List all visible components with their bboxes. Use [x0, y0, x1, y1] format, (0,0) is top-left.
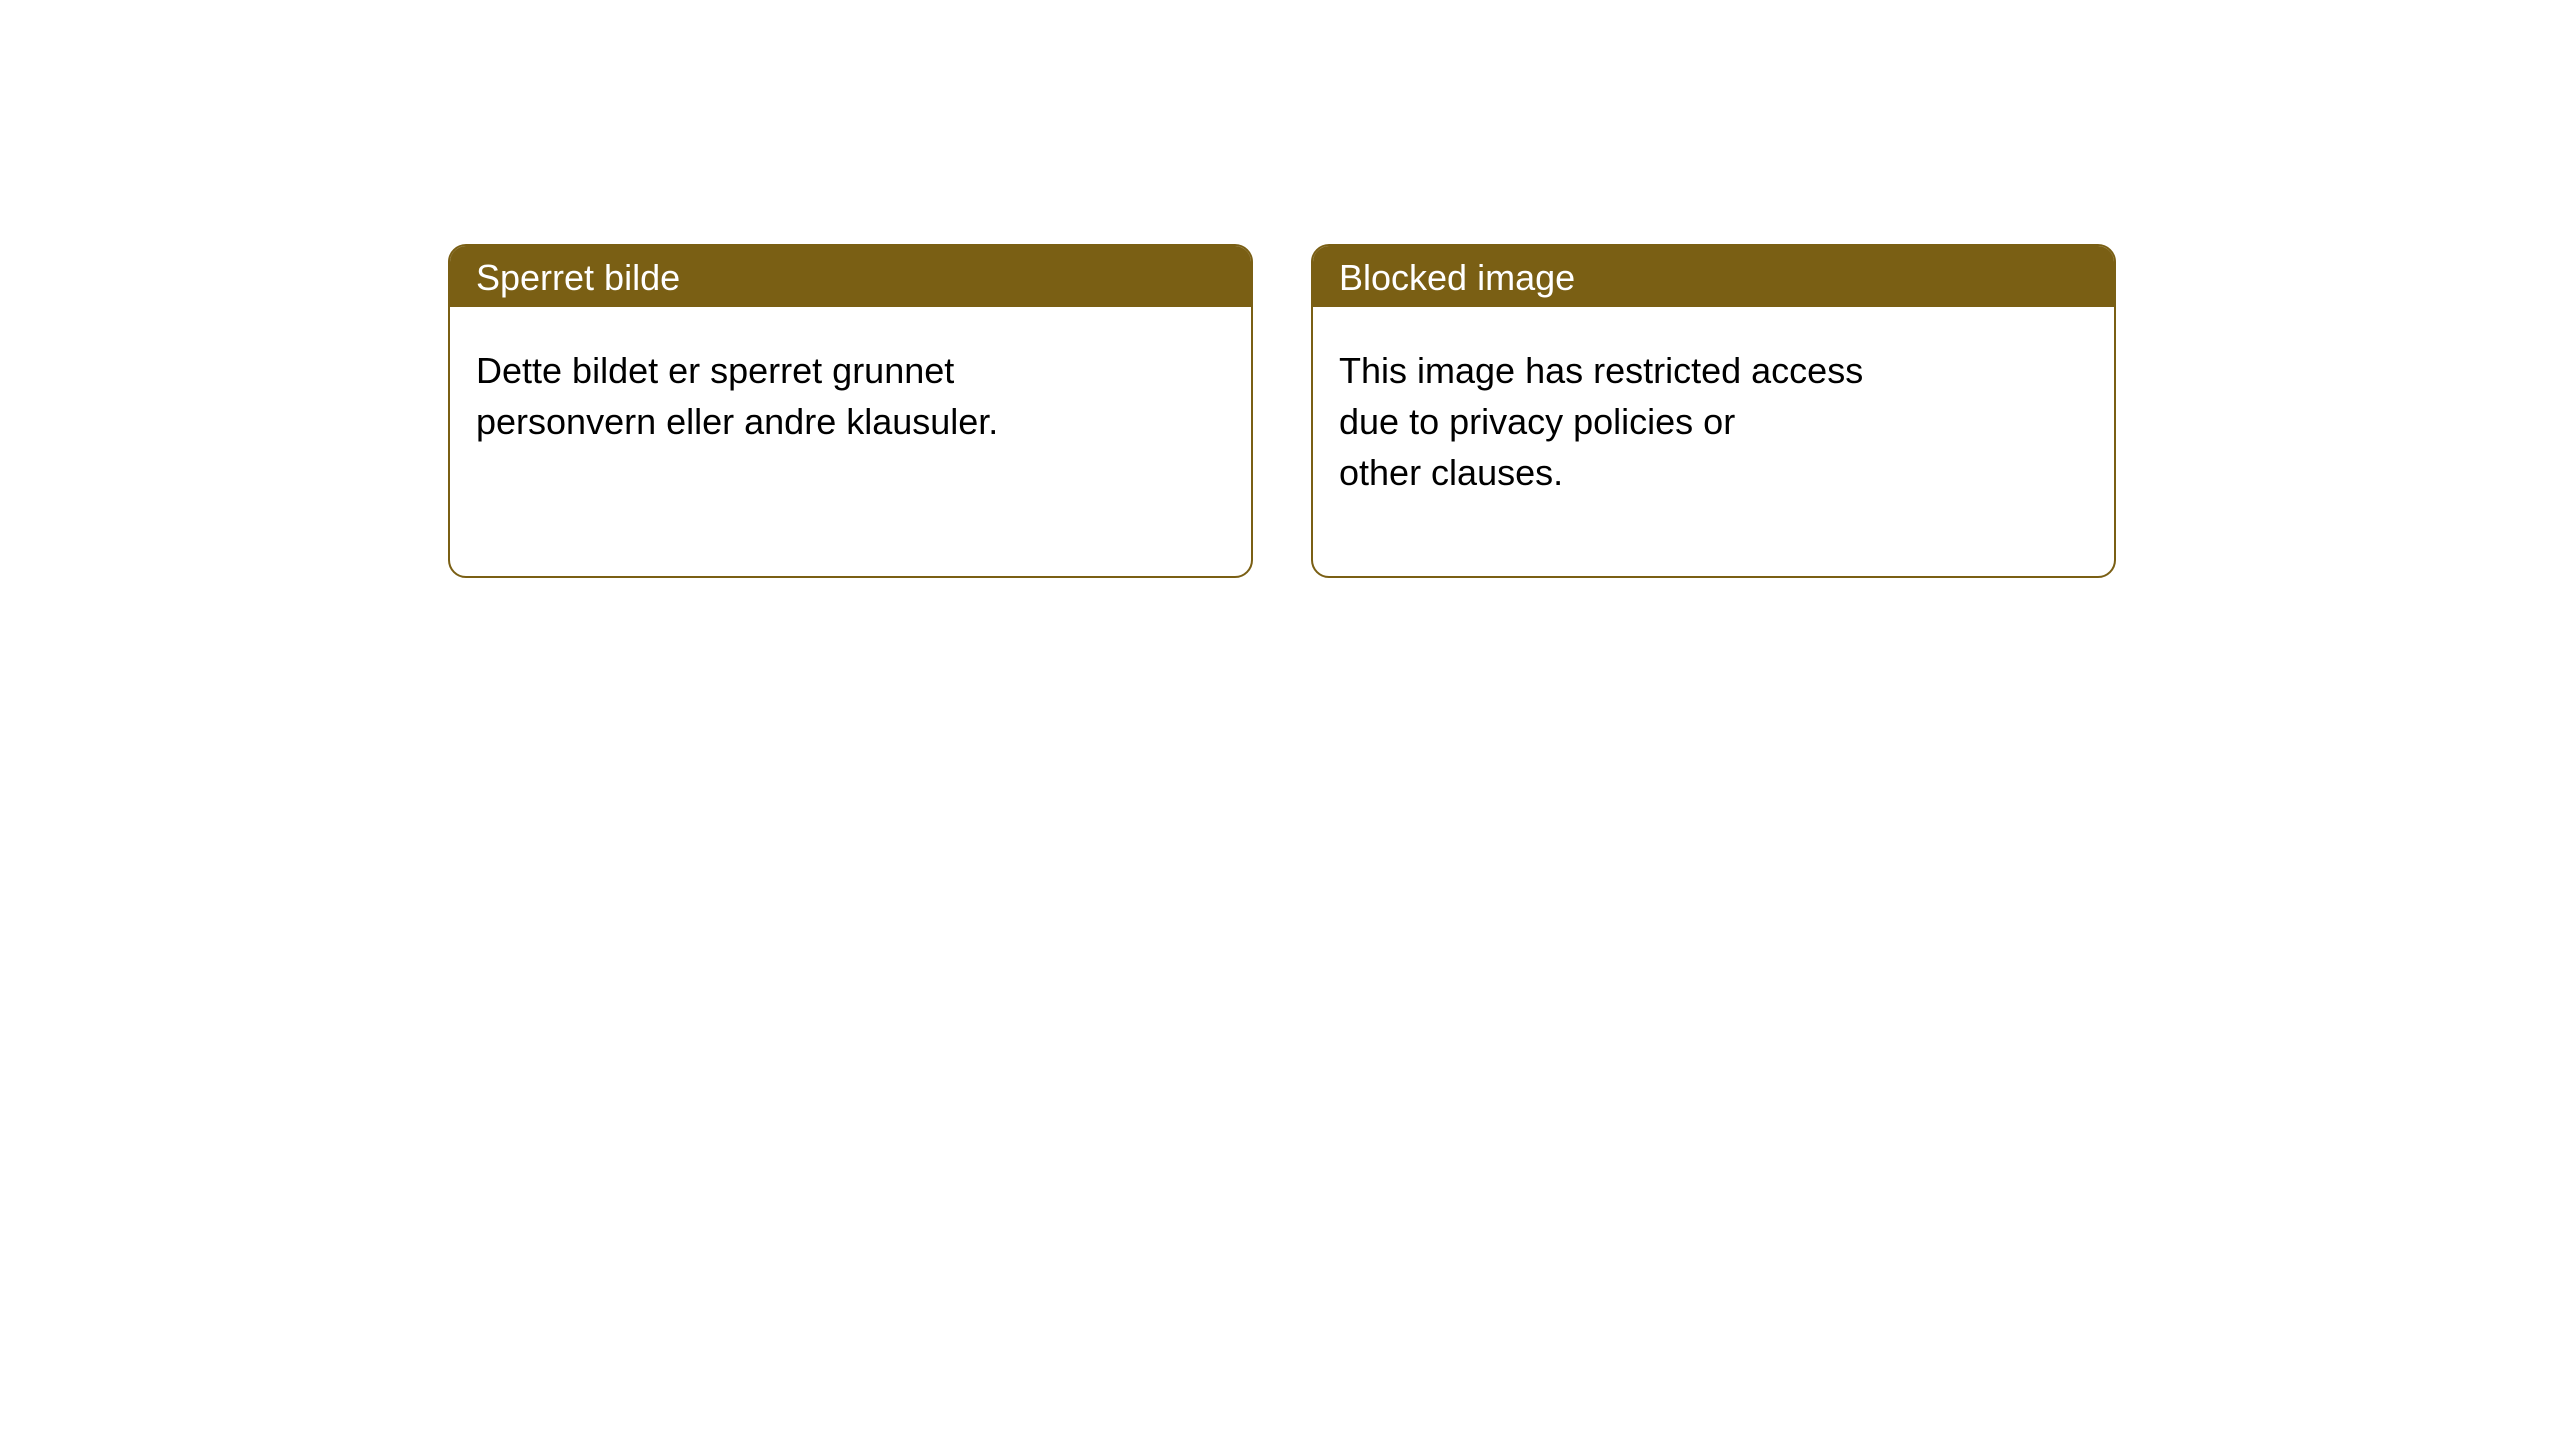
- card-text-line: This image has restricted access: [1339, 345, 2088, 396]
- blocked-image-card-english: Blocked image This image has restricted …: [1311, 244, 2116, 578]
- card-body: Dette bildet er sperret grunnet personve…: [450, 307, 1251, 467]
- card-text-line: Dette bildet er sperret grunnet: [476, 345, 1225, 396]
- card-text-line: other clauses.: [1339, 447, 2088, 498]
- card-text-line: due to privacy policies or: [1339, 396, 2088, 447]
- card-header: Blocked image: [1313, 246, 2114, 307]
- card-title: Blocked image: [1339, 257, 1575, 298]
- card-header: Sperret bilde: [450, 246, 1251, 307]
- card-title: Sperret bilde: [476, 257, 680, 298]
- blocked-image-card-norwegian: Sperret bilde Dette bildet er sperret gr…: [448, 244, 1253, 578]
- notice-container: Sperret bilde Dette bildet er sperret gr…: [0, 0, 2560, 578]
- card-body: This image has restricted access due to …: [1313, 307, 2114, 518]
- card-text-line: personvern eller andre klausuler.: [476, 396, 1225, 447]
